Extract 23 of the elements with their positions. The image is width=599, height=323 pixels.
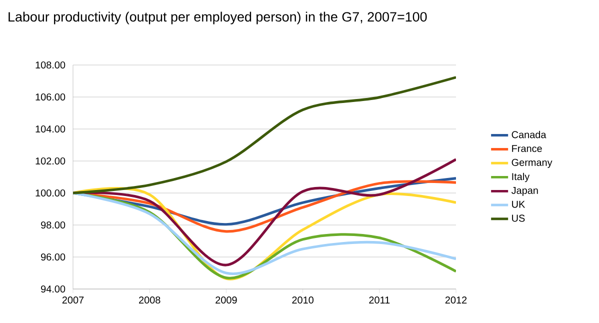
chart-title: Labour productivity (output per employed person) in the G7, 2007=100 — [8, 12, 427, 24]
y-tick-label: 106.00 — [36, 93, 66, 101]
y-tick-label: 104.00 — [36, 125, 66, 133]
line-series — [73, 76, 456, 194]
x-tick-label: 2009 — [216, 296, 237, 304]
legend-label: France — [512, 145, 542, 152]
x-tick-label: 2012 — [445, 296, 467, 304]
y-tick-label: 100.00 — [36, 189, 66, 197]
legend-label: US — [512, 214, 525, 222]
y-tick-label: 96.00 — [41, 253, 66, 261]
legend-label: Germany — [512, 158, 552, 168]
x-tick-label: 2008 — [139, 296, 160, 304]
legend-label: Italy — [512, 172, 530, 182]
x-tick-label: 2007 — [62, 296, 84, 304]
y-tick-label: 108.00 — [36, 61, 66, 69]
y-tick-label: 102.00 — [36, 157, 66, 165]
legend-label: Japan — [511, 187, 538, 196]
legend-label: Canada — [512, 130, 546, 138]
y-tick-label: 94.00 — [41, 285, 66, 293]
x-tick-label: 2011 — [369, 296, 390, 304]
legend-label: UK — [512, 200, 526, 208]
y-tick-label: 98.00 — [41, 221, 66, 229]
x-tick-label: 2010 — [292, 296, 314, 304]
